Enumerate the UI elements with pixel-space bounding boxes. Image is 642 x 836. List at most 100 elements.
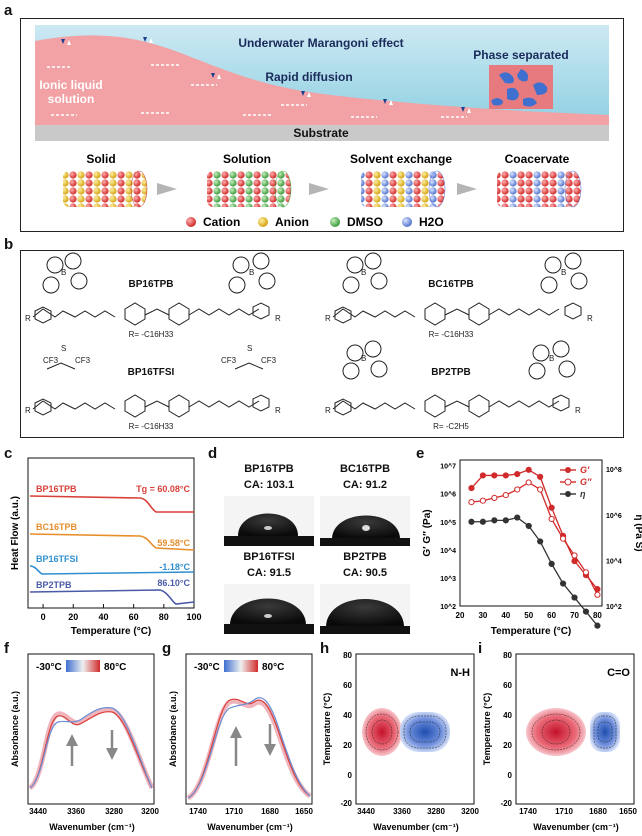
panel-e-ylabel-left: G′ G″ (Pa) — [422, 509, 433, 556]
stage-label-solution: Solution — [223, 152, 271, 166]
r-atom-4: R — [587, 314, 593, 323]
panel-f-temp-high: 80°C — [104, 662, 126, 673]
e-xtick-1: 30 — [478, 611, 487, 620]
e-point-g-prime-7 — [548, 504, 555, 511]
drop-ca-bp16tpb: CA: 103.1 — [244, 479, 294, 491]
panel-f-arrows — [66, 730, 118, 766]
stage-label-coacervate: Coacervate — [505, 152, 570, 166]
panel-label-e: e — [416, 445, 425, 462]
panel-label-b: b — [4, 236, 14, 253]
panel-g-ftir-co: -30°C 80°C 1740 1710 1680 1650 Wavenumbe… — [168, 653, 313, 832]
c-xtick-4: 80 — [159, 612, 169, 622]
f-xtick-0: 3440 — [29, 807, 47, 816]
e-point-g-prime-0 — [468, 484, 475, 492]
e-ytick-right-0: 10^2 — [606, 603, 622, 611]
e-point-eta-6 — [537, 538, 544, 545]
r-atom-7: R — [325, 406, 331, 415]
e-point-g-double-prime-3 — [502, 491, 509, 499]
e-point-eta-2 — [491, 517, 498, 524]
c-xtick-5: 100 — [186, 612, 201, 622]
drop-name-bp16tfsi: BP16TFSI — [243, 551, 294, 563]
e-point-g-double-prime-8 — [559, 535, 567, 542]
e-ytick-right-2: 10^6 — [606, 512, 622, 520]
stage-label-solvent-exchange: Solvent exchange — [350, 152, 452, 166]
panel-f-spectra — [28, 707, 155, 791]
panel-h-axes — [355, 653, 475, 805]
b-atom-6: B — [549, 354, 554, 363]
b-atom-1: B — [61, 268, 66, 277]
panel-g-temp-low: -30°C — [194, 662, 220, 673]
e-point-eta-3 — [502, 517, 509, 524]
compound-name-bp16tfsi: BP16TFSI — [128, 367, 175, 378]
dsc-label-bp16tpb: BP16TPB — [36, 484, 77, 494]
e-point-g-double-prime-7 — [548, 515, 555, 523]
e-ytick-left-1: 10^3 — [440, 575, 456, 583]
dsc-label-bp2tpb: BP2TPB — [36, 580, 72, 590]
s-atom-1: S — [61, 344, 66, 353]
i-ytick-1: 60 — [503, 681, 512, 690]
stage-arrow-2 — [309, 183, 329, 195]
e-point-g-double-prime-11 — [594, 591, 601, 598]
panel-c-xticks: 0 20 40 60 80 100 — [41, 604, 202, 622]
e-point-g-prime-5 — [525, 466, 532, 473]
r-atom-3: R — [325, 314, 331, 323]
drop-name-bp2tpb: BP2TPB — [343, 551, 386, 563]
e-point-g-double-prime-9 — [571, 552, 578, 559]
cf3-3: CF3 — [221, 356, 237, 365]
b-atom-4: B — [561, 268, 566, 277]
panel-i-xlabel: Wavenumber (cm⁻¹) — [533, 822, 618, 832]
panel-e-ticks: 20 30 40 50 60 70 80 10^2 10^3 10^4 10^5 10^6 10^7 10… — [440, 463, 622, 620]
e-point-g-prime-2 — [491, 472, 498, 479]
e-point-g-double-prime-10 — [582, 569, 590, 576]
legend-cation-swatch — [186, 217, 196, 227]
panel-g-spectra — [186, 697, 312, 801]
e-line-g-prime — [470, 469, 598, 590]
ionic-liquid-label-2: solution — [48, 92, 95, 106]
e-point-g-double-prime-0 — [468, 499, 475, 506]
panel-label-a: a — [4, 2, 13, 19]
panel-f-xlabel: Wavenumber (cm⁻¹) — [49, 822, 134, 832]
panel-f-axes — [27, 653, 155, 805]
substrate-bar — [35, 125, 609, 141]
panel-g-temp-colorbar — [224, 660, 258, 672]
e-point-eta-0 — [468, 518, 475, 525]
phase-separated-domains — [491, 69, 548, 107]
e-point-eta-10 — [582, 608, 590, 615]
panel-label-g: g — [162, 640, 172, 657]
panel-label-c: c — [4, 445, 13, 462]
h-ytick-4: 0 — [348, 771, 353, 780]
dsc-curve-bp16tfsi — [29, 565, 195, 575]
panel-a-frame: Underwater Marangoni effect Rapid diffus… — [20, 18, 624, 232]
panel-b-structures: B B B B B B R R R R R R R R CF3 CF3 CF3 … — [25, 252, 593, 431]
legend-dmso-swatch — [330, 217, 340, 227]
panel-h-ylabel: Temperature (°C) — [322, 693, 332, 765]
r-group-bp16tpb: R= -C16H33 — [129, 330, 174, 339]
drop-name-bc16tpb: BC16TPB — [340, 463, 390, 475]
dsc-curve-bp16tpb — [29, 495, 194, 513]
droplet-bp16tfsi — [224, 584, 314, 634]
r-group-bp2tpb: R= -C2H5 — [433, 422, 469, 431]
drop-ca-bc16tpb: CA: 91.2 — [343, 479, 387, 491]
legend-h2o-swatch — [402, 217, 412, 227]
panel-f-temp-low: -30°C — [36, 662, 62, 673]
panel-e-legend: G′ G″ η — [560, 465, 592, 499]
c-xtick-1: 20 — [68, 612, 78, 622]
stage-label-solid: Solid — [86, 152, 115, 166]
i-ytick-4: 0 — [508, 771, 513, 780]
e-xtick-6: 80 — [593, 611, 602, 620]
compound-name-bp16tpb: BP16TPB — [128, 279, 173, 290]
i-xtick-2: 1680 — [589, 807, 607, 816]
panel-i-ylabel: Temperature (°C) — [482, 693, 492, 765]
panel-label-f: f — [4, 640, 9, 657]
e-xtick-2: 40 — [501, 611, 510, 620]
e-point-eta-7 — [548, 560, 555, 567]
c-xtick-0: 0 — [41, 612, 46, 622]
panel-e-rheology-chart: 20 30 40 50 60 70 80 10^2 10^3 10^4 10^5 10^6 10^7 10… — [422, 459, 642, 637]
i-xtick-0: 1740 — [519, 807, 537, 816]
r-atom-8: R — [575, 406, 581, 415]
h-ytick-2: 40 — [343, 711, 352, 720]
e-point-eta-5 — [525, 522, 532, 530]
r-atom-1: R — [25, 314, 31, 323]
legend-anion-label: Anion — [275, 215, 309, 229]
drop-ca-bp2tpb: CA: 90.5 — [343, 567, 387, 579]
